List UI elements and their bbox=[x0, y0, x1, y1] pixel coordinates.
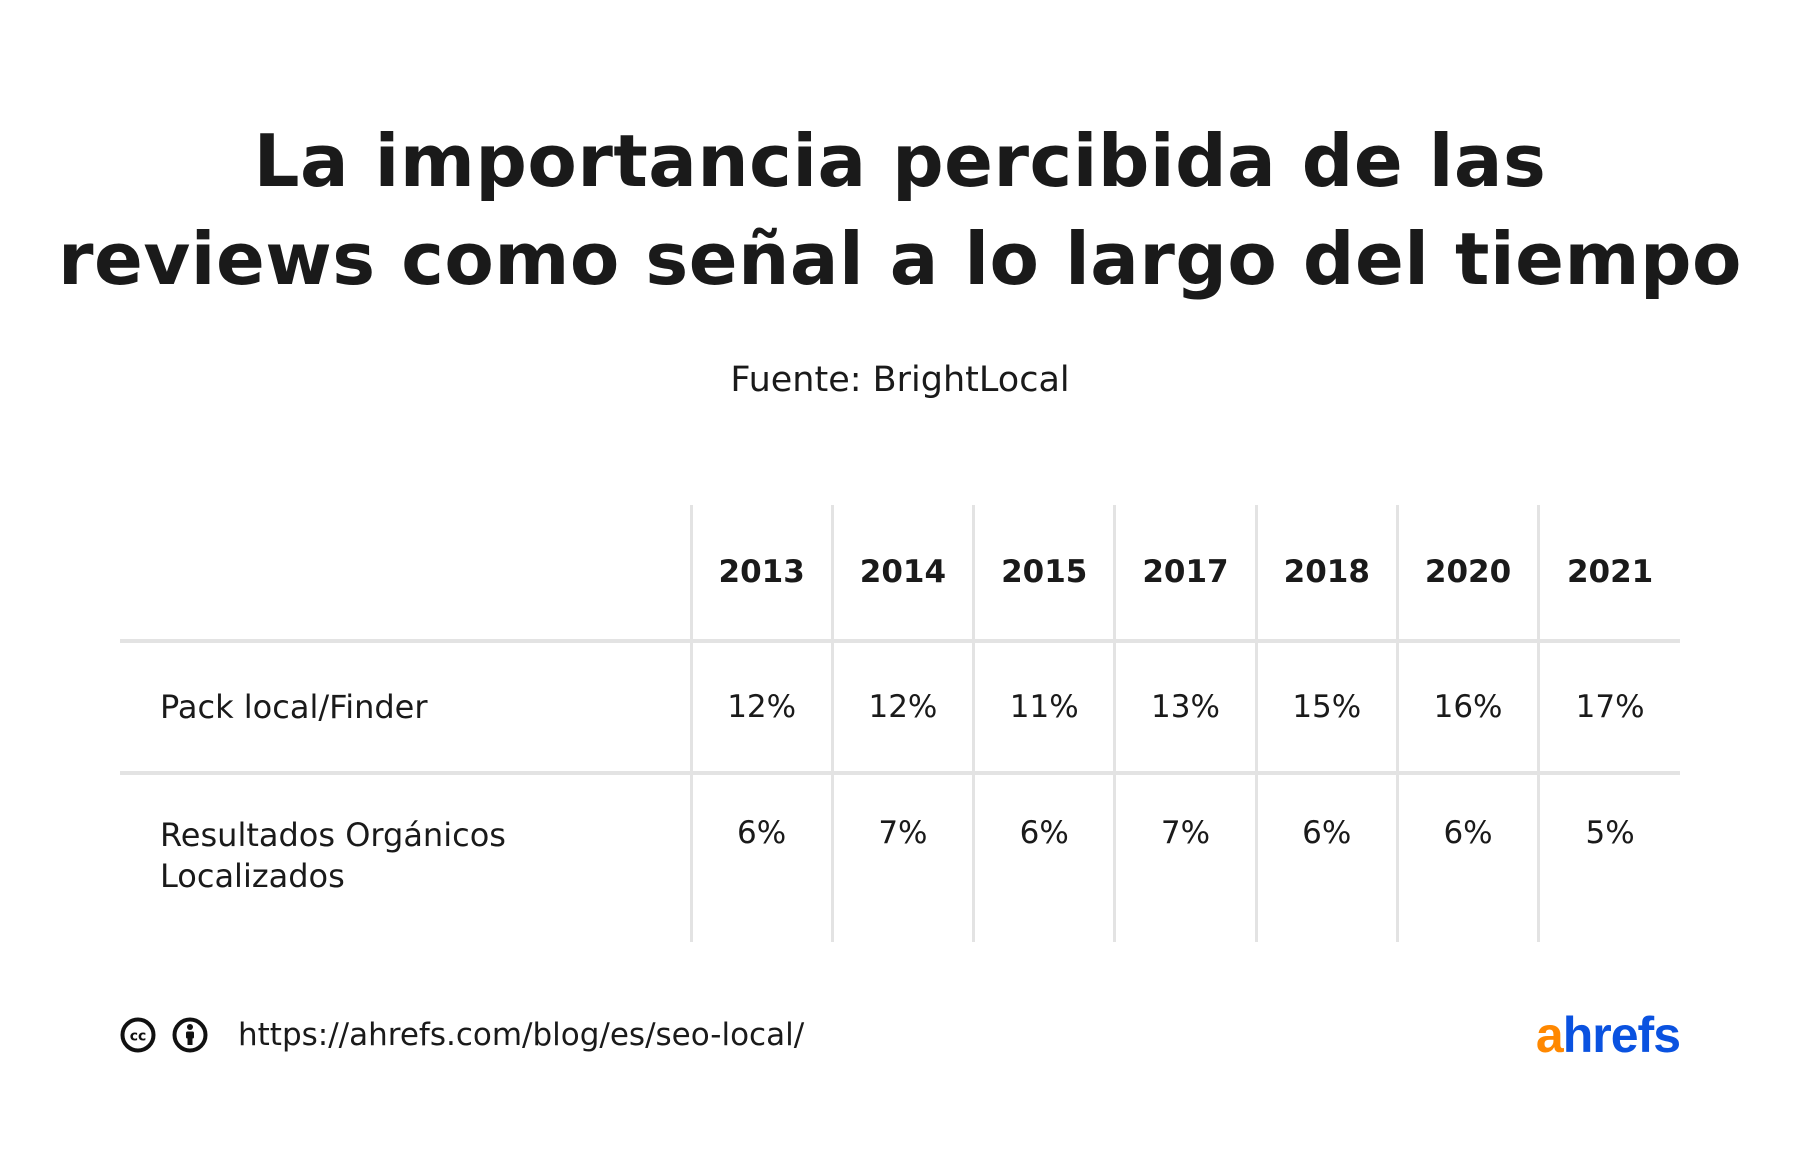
cell-value: 12% bbox=[689, 639, 833, 773]
cell-value: 6% bbox=[1254, 771, 1398, 942]
logo-rest: hrefs bbox=[1562, 1007, 1681, 1063]
cell-value: 12% bbox=[830, 639, 974, 773]
cell-value: 6% bbox=[972, 771, 1115, 942]
header-row: 2013 2014 2015 2017 2018 2020 2021 bbox=[120, 505, 1680, 641]
ahrefs-logo: ahrefs bbox=[1535, 1006, 1681, 1064]
cell-value: 7% bbox=[830, 771, 974, 942]
title-line-2: reviews como señal a lo largo del tiempo bbox=[58, 217, 1742, 301]
column-header: 2020 bbox=[1395, 505, 1539, 641]
title-line-1: La importancia percibida de las bbox=[253, 119, 1547, 203]
table-row: Pack local/Finder 12% 12% 11% 13% 15% 16… bbox=[120, 639, 1680, 773]
column-header: 2018 bbox=[1254, 505, 1398, 641]
creative-commons-icon: cc bbox=[120, 1017, 156, 1053]
column-header: 2015 bbox=[972, 505, 1115, 641]
cell-value: 5% bbox=[1537, 771, 1680, 942]
page-title: La importancia percibida de las reviews … bbox=[0, 112, 1800, 308]
column-header: 2021 bbox=[1537, 505, 1680, 641]
column-header: 2017 bbox=[1113, 505, 1257, 641]
attribution-icon bbox=[172, 1017, 208, 1053]
cell-value: 6% bbox=[689, 771, 833, 942]
column-header: 2013 bbox=[689, 505, 833, 641]
source-url[interactable]: https://ahrefs.com/blog/es/seo-local/ bbox=[238, 1017, 805, 1053]
svg-text:cc: cc bbox=[130, 1029, 147, 1045]
row-label: Pack local/Finder bbox=[120, 639, 691, 773]
footer: cc https://ahrefs.com/blog/es/seo-local/ bbox=[120, 1010, 804, 1060]
row-label-line-2: Localizados bbox=[160, 857, 345, 895]
header-empty bbox=[120, 505, 691, 641]
cell-value: 7% bbox=[1113, 771, 1257, 942]
subtitle: Fuente: BrightLocal bbox=[730, 360, 1070, 400]
cell-value: 15% bbox=[1254, 639, 1398, 773]
logo-a: a bbox=[1535, 1007, 1564, 1063]
cell-value: 6% bbox=[1395, 771, 1539, 942]
row-label: Resultados Orgánicos Localizados bbox=[120, 771, 691, 942]
table-row: Resultados Orgánicos Localizados 6% 7% 6… bbox=[120, 771, 1680, 942]
cell-value: 16% bbox=[1395, 639, 1539, 773]
row-label-line-1: Resultados Orgánicos bbox=[160, 816, 506, 854]
column-header: 2014 bbox=[830, 505, 974, 641]
cell-value: 17% bbox=[1537, 639, 1680, 773]
data-table: 2013 2014 2015 2017 2018 2020 2021 Pack … bbox=[120, 505, 1680, 942]
cell-value: 13% bbox=[1113, 639, 1257, 773]
cell-value: 11% bbox=[972, 639, 1115, 773]
